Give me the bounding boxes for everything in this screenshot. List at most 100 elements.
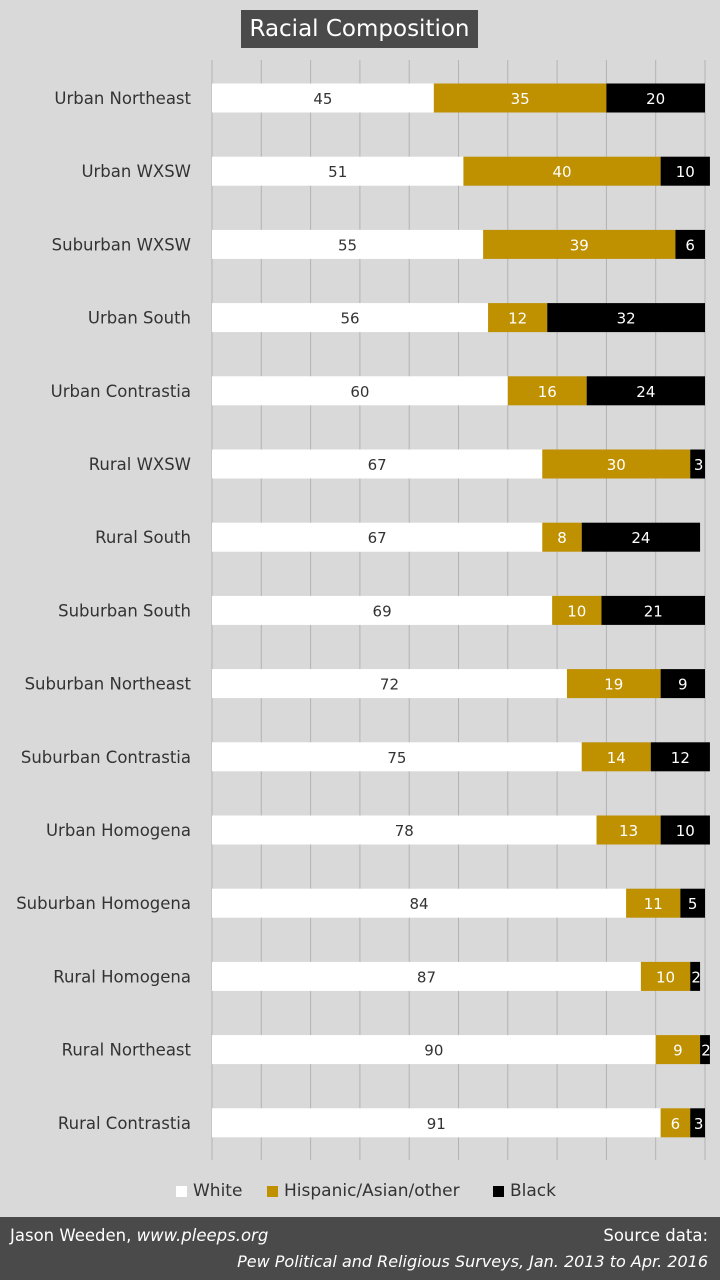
bar-segment-black (690, 449, 705, 479)
bar-segment-black (581, 522, 701, 552)
category-label: Rural Contrastia (58, 1114, 191, 1133)
category-label: Urban WXSW (81, 162, 191, 181)
legend-swatch-white (176, 1186, 187, 1197)
bar-segment-hispanic (581, 742, 651, 772)
bar-segment-white (212, 1108, 661, 1138)
data-label: 84 (410, 895, 429, 913)
author-site-link[interactable]: www.pleeps.org (136, 1226, 269, 1245)
bar-segment-black (660, 669, 705, 699)
bar-segment-hispanic (483, 229, 676, 259)
bar-segment-hispanic (463, 156, 661, 186)
bar-segment-black (680, 888, 705, 918)
category-label: Suburban Homogena (16, 894, 191, 913)
bar-segment-black (675, 229, 705, 259)
category-label: Rural WXSW (89, 455, 191, 474)
data-label: 10 (676, 822, 695, 840)
bar-segment-white (212, 376, 508, 406)
bar-segment-white (212, 815, 597, 845)
data-label: 60 (350, 383, 369, 401)
data-label: 78 (395, 822, 414, 840)
data-label: 19 (604, 676, 623, 694)
data-label: 20 (646, 90, 665, 108)
bar-segment-black (547, 303, 705, 333)
data-label: 45 (313, 90, 332, 108)
bar-segment-hispanic (596, 815, 661, 845)
data-label: 13 (619, 822, 638, 840)
category-label: Suburban South (58, 601, 191, 620)
bar-segment-black (660, 815, 710, 845)
legend-label-white: White (193, 1181, 243, 1201)
footer-banner: Jason Weeden, www.pleeps.org Source data… (0, 1217, 720, 1280)
data-label: 10 (567, 602, 586, 620)
data-label: 55 (338, 236, 357, 254)
legend-label-hispanic: Hispanic/Asian/other (284, 1181, 460, 1201)
bar-segment-white (212, 303, 489, 333)
bar-segment-white (212, 156, 464, 186)
data-label: 11 (644, 895, 663, 913)
data-label: 87 (417, 968, 436, 986)
data-label: 35 (511, 90, 530, 108)
bar-segment-black (660, 156, 710, 186)
category-label: Urban Homogena (46, 821, 191, 840)
category-label: Rural Homogena (53, 967, 191, 986)
legend-swatch-hispanic (267, 1186, 278, 1197)
data-label: 24 (631, 529, 650, 547)
bar-segment-white (212, 595, 553, 625)
data-label: 3 (694, 1115, 704, 1133)
data-label: 32 (617, 310, 636, 328)
category-label: Suburban WXSW (52, 235, 191, 254)
bar-segment-hispanic (640, 961, 691, 991)
data-label: 12 (508, 310, 527, 328)
data-label: 51 (328, 163, 347, 181)
data-label: 6 (685, 236, 695, 254)
bar-segment-hispanic (542, 522, 582, 552)
bar-segment-white (212, 669, 567, 699)
source-text: Pew Political and Religious Surveys, Jan… (237, 1252, 708, 1271)
data-label: 67 (368, 456, 387, 474)
data-label: 69 (373, 602, 392, 620)
category-label: Urban South (88, 309, 191, 328)
author-name: Jason Weeden, (10, 1226, 132, 1245)
data-label: 75 (387, 749, 406, 767)
data-label: 8 (557, 529, 567, 547)
data-label: 30 (607, 456, 626, 474)
data-label: 9 (673, 1042, 683, 1060)
bar-segment-black (700, 1035, 710, 1065)
data-label: 16 (538, 383, 557, 401)
data-label: 56 (340, 310, 359, 328)
bar-segment-black (650, 742, 710, 772)
chart-legend: White Hispanic/Asian/other Black (0, 1180, 720, 1204)
data-label: 14 (607, 749, 626, 767)
legend-label-black: Black (510, 1181, 556, 1201)
data-label: 39 (570, 236, 589, 254)
bar-segment-hispanic (488, 303, 548, 333)
data-label: 2 (701, 1042, 711, 1060)
bar-segment-black (690, 1108, 705, 1138)
bar-segment-hispanic (626, 888, 681, 918)
category-label: Suburban Northeast (25, 675, 192, 694)
category-label: Rural South (95, 528, 191, 547)
data-label: 40 (552, 163, 571, 181)
chart-plot-area: Urban Northeast 45 35 20 Urban WXSW 51 40 10 Sub… (0, 60, 720, 1160)
category-label: Rural Northeast (62, 1041, 192, 1060)
bar-segment-white (212, 961, 641, 991)
bar-segment-black (601, 595, 705, 625)
bar-segment-hispanic (655, 1035, 701, 1065)
bar-segment-white (212, 83, 434, 113)
data-label: 72 (380, 676, 399, 694)
bar-segment-hispanic (552, 595, 602, 625)
data-label: 2 (691, 968, 701, 986)
bar-segment-hispanic (660, 1108, 691, 1138)
data-label: 90 (424, 1042, 443, 1060)
source-label: Source data: (603, 1226, 708, 1245)
bar-segment-hispanic (507, 376, 587, 406)
bar-segment-hispanic (433, 83, 607, 113)
data-label: 21 (644, 602, 663, 620)
bar-segment-white (212, 522, 543, 552)
data-label: 10 (676, 163, 695, 181)
chart-title: Racial Composition (241, 10, 478, 48)
data-label: 10 (656, 968, 675, 986)
bar-segment-black (606, 83, 705, 113)
data-label: 6 (671, 1115, 681, 1133)
